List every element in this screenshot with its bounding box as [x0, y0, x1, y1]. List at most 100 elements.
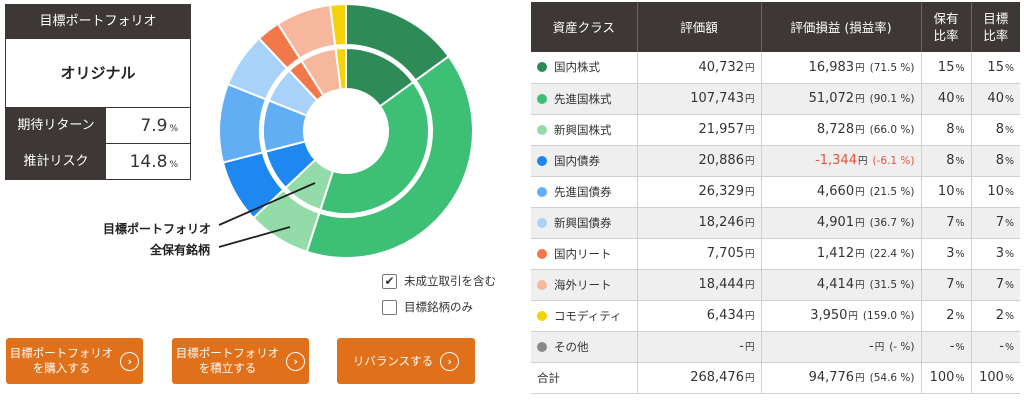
asset-class-cell: 新興国債券: [531, 207, 638, 239]
total-target-ratio: 100%: [971, 361, 1020, 394]
estimated-risk-label: 推計リスク: [6, 144, 106, 179]
gain-cell: 3,950円 (159.0 %): [761, 300, 922, 332]
allocation-donut-chart: [218, 2, 474, 259]
target-portfolio-panel: 目標ポートフォリオ オリジナル 期待リターン 7.9% 推計リスク 14.8%: [5, 4, 191, 180]
panel-title: 目標ポートフォリオ: [6, 5, 190, 39]
valuation-cell: 21,957円: [637, 114, 762, 146]
chevron-right-icon: ›: [286, 351, 306, 371]
donut-slice: [334, 46, 347, 91]
table-row: 先進国株式 107,743円 51,072円 (90.1 %) 40% 40%: [531, 83, 1020, 115]
col-valuation: 評価額: [637, 2, 762, 52]
legend-dot-icon: [537, 310, 547, 321]
gain-cell: 51,072円 (90.1 %): [761, 83, 922, 115]
table-row: 国内株式 40,732円 16,983円 (71.5 %) 15% 15%: [531, 52, 1020, 84]
gain-cell: 4,414円 (31.5 %): [761, 269, 922, 301]
total-holding-ratio: 100%: [921, 361, 972, 394]
asset-class-cell: コモディティ: [531, 300, 638, 332]
target-only-label: 目標銘柄のみ: [404, 300, 473, 314]
target-only-option[interactable]: 目標銘柄のみ: [382, 299, 473, 315]
callout-target-portfolio: 目標ポートフォリオ: [103, 222, 212, 236]
asset-class-table: 資産クラス 評価額 評価損益 (損益率) 保有 比率 目標 比率 国内株式 40,…: [531, 2, 1020, 394]
holding-ratio-cell: 40%: [921, 83, 972, 115]
target-ratio-cell: 3%: [971, 238, 1020, 270]
holding-ratio-cell: 8%: [921, 145, 972, 177]
rebalance-button[interactable]: リバランスする ›: [337, 338, 475, 384]
callout-all-holdings: 全保有銘柄: [150, 243, 211, 257]
legend-dot-icon: [537, 217, 547, 228]
buy-target-portfolio-button[interactable]: 目標ポートフォリオ を購入する ›: [6, 338, 143, 384]
table-row: 新興国債券 18,246円 4,901円 (36.7 %) 7% 7%: [531, 207, 1020, 239]
target-ratio-cell: 15%: [971, 52, 1020, 84]
accumulate-target-portfolio-button[interactable]: 目標ポートフォリオ を積立する ›: [172, 338, 309, 384]
col-asset-class: 資産クラス: [531, 2, 638, 52]
gain-cell: 16,983円 (71.5 %): [761, 52, 922, 84]
holding-ratio-cell: 10%: [921, 176, 972, 208]
target-ratio-cell: 7%: [971, 207, 1020, 239]
target-ratio-cell: 10%: [971, 176, 1020, 208]
table-row: 国内債券 20,886円 -1,344円 (-6.1 %) 8% 8%: [531, 145, 1020, 177]
gain-cell: 4,901円 (36.7 %): [761, 207, 922, 239]
table-row: その他 -円 -円 (- %) -% -%: [531, 331, 1020, 363]
callout-line-target: [218, 182, 316, 226]
holding-ratio-cell: 2%: [921, 300, 972, 332]
table-row: 国内リート 7,705円 1,412円 (22.4 %) 3% 3%: [531, 238, 1020, 270]
valuation-cell: 107,743円: [637, 83, 762, 115]
valuation-cell: 6,434円: [637, 300, 762, 332]
expected-return-value: 7.9%: [106, 108, 190, 143]
valuation-cell: 40,732円: [637, 52, 762, 84]
chevron-right-icon: ›: [440, 351, 460, 371]
legend-dot-icon: [537, 155, 547, 166]
gain-cell: 1,412円 (22.4 %): [761, 238, 922, 270]
legend-dot-icon: [537, 62, 547, 73]
asset-class-cell: その他: [531, 331, 638, 363]
total-row: 合計 268,476円 94,776円 (54.6 %) 100% 100%: [531, 361, 1020, 394]
valuation-cell: 26,329円: [637, 176, 762, 208]
gain-cell: 8,728円 (66.0 %): [761, 114, 922, 146]
include-pending-option[interactable]: ✔ 未成立取引を含む: [382, 273, 496, 289]
target-ratio-cell: 8%: [971, 145, 1020, 177]
target-ratio-cell: 40%: [971, 83, 1020, 115]
include-pending-label: 未成立取引を含む: [404, 274, 496, 288]
estimated-risk-value: 14.8%: [106, 144, 190, 179]
chevron-right-icon: ›: [120, 351, 140, 371]
legend-dot-icon: [537, 341, 547, 352]
target-ratio-cell: 8%: [971, 114, 1020, 146]
valuation-cell: 18,444円: [637, 269, 762, 301]
include-pending-checkbox[interactable]: ✔: [382, 273, 397, 289]
target-ratio-cell: 7%: [971, 269, 1020, 301]
valuation-cell: -円: [637, 331, 762, 363]
holding-ratio-cell: 15%: [921, 52, 972, 84]
col-gain: 評価損益 (損益率): [761, 2, 922, 52]
legend-dot-icon: [537, 186, 547, 197]
legend-dot-icon: [537, 124, 547, 135]
gain-cell: 4,660円 (21.5 %): [761, 176, 922, 208]
holding-ratio-cell: -%: [921, 331, 972, 363]
donut-slice: [319, 80, 430, 215]
table-row: 新興国株式 21,957円 8,728円 (66.0 %) 8% 8%: [531, 114, 1020, 146]
asset-class-cell: 国内リート: [531, 238, 638, 270]
asset-class-cell: 先進国債券: [531, 176, 638, 208]
col-target-ratio: 目標 比率: [971, 2, 1020, 52]
gain-cell: -1,344円 (-6.1 %): [761, 145, 922, 177]
holdings-ring: [218, 2, 474, 259]
table-row: コモディティ 6,434円 3,950円 (159.0 %) 2% 2%: [531, 300, 1020, 332]
legend-dot-icon: [537, 248, 547, 259]
target-ratio-cell: 2%: [971, 300, 1020, 332]
total-gain: 94,776円 (54.6 %): [761, 361, 922, 394]
legend-dot-icon: [537, 93, 547, 104]
asset-class-cell: 先進国株式: [531, 83, 638, 115]
table-row: 先進国債券 26,329円 4,660円 (21.5 %) 10% 10%: [531, 176, 1020, 208]
holding-ratio-cell: 3%: [921, 238, 972, 270]
holding-ratio-cell: 8%: [921, 114, 972, 146]
portfolio-name: オリジナル: [6, 39, 190, 107]
donut-slice: [305, 54, 474, 259]
col-holding-ratio: 保有 比率: [921, 2, 972, 52]
table-row: 海外リート 18,444円 4,414円 (31.5 %) 7% 7%: [531, 269, 1020, 301]
total-label: 合計: [531, 361, 638, 394]
holding-ratio-cell: 7%: [921, 269, 972, 301]
expected-return-row: 期待リターン 7.9%: [6, 107, 190, 143]
callout-line-holdings: [218, 226, 291, 248]
target-only-checkbox[interactable]: [382, 299, 397, 315]
asset-class-cell: 海外リート: [531, 269, 638, 301]
valuation-cell: 7,705円: [637, 238, 762, 270]
